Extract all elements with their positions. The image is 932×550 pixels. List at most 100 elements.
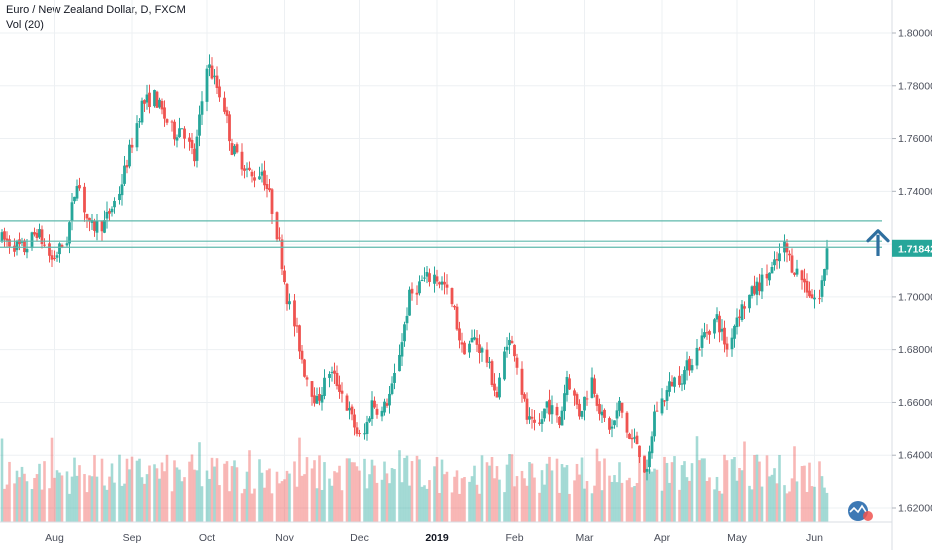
candle-body xyxy=(615,410,619,419)
volume-bar xyxy=(313,460,316,522)
volume-bar xyxy=(560,464,564,522)
candle-body xyxy=(8,239,11,247)
volume-bar xyxy=(258,459,261,522)
volume-bar xyxy=(118,454,121,522)
volume-bar xyxy=(138,458,141,522)
volume-bar xyxy=(408,485,411,522)
candle-body xyxy=(418,281,421,294)
volume-bar xyxy=(365,488,369,522)
candle-body xyxy=(268,188,271,191)
candle-body xyxy=(188,137,191,142)
candle-body xyxy=(65,243,69,246)
y-tick-label: 1.70000 xyxy=(898,291,932,303)
volume-bar xyxy=(453,476,456,522)
candle-body xyxy=(603,409,606,418)
candle-body xyxy=(260,171,264,176)
symbol-title[interactable]: Euro / New Zealand Dollar, D, FXCM xyxy=(6,4,186,16)
volume-bar xyxy=(125,458,129,522)
candle-body xyxy=(688,358,691,371)
candle-body xyxy=(425,272,429,277)
volume-bar xyxy=(233,460,236,522)
candle-body xyxy=(228,114,231,142)
candle-body xyxy=(55,255,59,258)
candle-body xyxy=(270,189,274,214)
candle-body xyxy=(723,327,726,345)
candle-body xyxy=(350,406,354,415)
volume-bar xyxy=(438,493,441,522)
candle-body xyxy=(575,394,579,405)
volume-bar xyxy=(180,481,184,522)
volume-bar xyxy=(678,489,681,522)
volume-bar xyxy=(615,482,619,522)
volume-bar xyxy=(235,467,239,522)
volume-bar xyxy=(358,470,361,522)
volume-bar xyxy=(700,458,704,522)
volume-bar xyxy=(773,468,776,522)
candle-body xyxy=(248,167,251,171)
volume-bar xyxy=(390,468,394,522)
volume-bar xyxy=(18,477,21,522)
horizontal-levels[interactable] xyxy=(0,220,882,248)
volume-bar xyxy=(403,457,406,522)
last-price-text: 1.71842 xyxy=(898,243,932,255)
candle-body xyxy=(145,94,149,103)
volume-bar xyxy=(508,454,511,522)
candle-body xyxy=(20,241,24,243)
candle-body xyxy=(813,297,816,300)
candle-body xyxy=(83,186,86,213)
candle-body xyxy=(620,402,624,413)
volume-bar xyxy=(383,461,386,522)
candle-body xyxy=(60,245,64,248)
candle-body xyxy=(610,426,614,429)
volume-bar xyxy=(250,493,254,522)
volume-indicator-label[interactable]: Vol (20) xyxy=(6,19,44,31)
candle-body xyxy=(243,168,246,171)
candle-body xyxy=(5,238,9,241)
candle-body xyxy=(245,168,249,170)
candle-body xyxy=(315,395,319,404)
candle-body xyxy=(193,148,196,162)
candle-body xyxy=(253,177,256,181)
candle-body xyxy=(155,91,159,108)
volume-bar xyxy=(400,482,404,522)
x-tick-label: Apr xyxy=(654,532,671,544)
volume-bar xyxy=(263,487,266,522)
volume-bar xyxy=(35,474,39,522)
x-tick-label: Mar xyxy=(575,532,594,544)
candle-body xyxy=(480,348,484,353)
candle-body xyxy=(818,298,821,300)
volume-bar xyxy=(428,480,431,522)
volume-bar xyxy=(260,472,264,522)
candle-body xyxy=(148,92,151,108)
volume-bar xyxy=(673,456,676,522)
volume-bar xyxy=(458,493,461,522)
candle-body xyxy=(428,273,431,282)
volume-bar xyxy=(523,478,526,522)
candle-body xyxy=(810,294,814,299)
volume-bar xyxy=(795,481,799,522)
volume-bar xyxy=(70,476,74,522)
candle-body xyxy=(38,229,41,238)
candle-body xyxy=(508,339,511,346)
volume-bar xyxy=(440,459,444,522)
candle-body xyxy=(285,283,289,305)
volume-bar xyxy=(193,469,196,522)
volume-bar xyxy=(540,470,544,522)
volume-bar xyxy=(103,485,106,522)
y-tick-label: 1.80000 xyxy=(898,28,932,40)
volume-bar xyxy=(128,469,131,522)
volume-bar xyxy=(380,479,384,522)
candle-body xyxy=(95,221,99,233)
volume-bar xyxy=(723,454,726,522)
candle-body xyxy=(638,445,641,457)
volume-bar xyxy=(475,484,479,522)
volume-bar xyxy=(300,475,304,522)
candle-body xyxy=(558,416,561,425)
volume-bar xyxy=(338,465,341,522)
volume-bar xyxy=(550,470,554,522)
volume-bar xyxy=(340,490,344,522)
candle-body xyxy=(165,119,169,123)
volume-bar xyxy=(225,461,229,522)
candle-body xyxy=(13,245,16,252)
